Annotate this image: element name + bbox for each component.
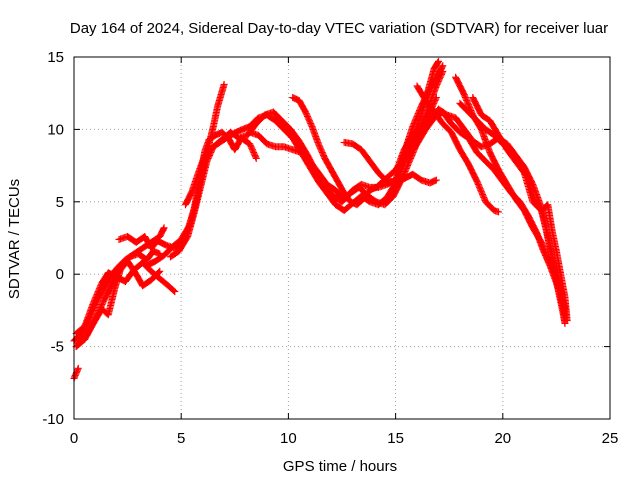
series-track-3 [72,259,179,338]
y-tick-label: 5 [56,194,64,211]
data-point-marks [72,259,179,338]
tick-labels: 0 5 10 15 20 25 -10 -5 0 5 10 15 [42,49,618,447]
data-point-marks [340,138,440,187]
y-tick-label: 10 [47,121,64,138]
series-track-12 [340,138,440,187]
chart-title: Day 164 of 2024, Sidereal Day-to-day VTE… [70,20,608,37]
y-tick-label: 15 [47,49,64,66]
x-axis-label: GPS time / hours [283,458,397,475]
y-axis-label: SDTVAR / TECUs [6,179,23,299]
series-track-15 [413,82,503,216]
data-point-marks [70,364,82,382]
plot-frame [73,56,611,420]
x-tick-label: 25 [602,430,619,447]
x-tick-label: 10 [280,430,297,447]
y-tick-label: 0 [56,266,64,283]
data-point-marks [74,257,164,348]
data-point-marks [456,99,571,325]
y-tick-label: -10 [42,411,64,428]
x-tick-label: 5 [177,430,185,447]
x-tick-label: 20 [494,430,511,447]
series-track-18 [456,99,571,325]
x-tick-label: 0 [70,430,78,447]
x-tick-label: 15 [387,430,404,447]
y-tick-label: -5 [51,339,64,356]
series-track-5 [74,257,164,348]
data-marks [70,57,571,382]
series-track-1 [70,364,82,382]
data-point-marks [413,82,503,216]
